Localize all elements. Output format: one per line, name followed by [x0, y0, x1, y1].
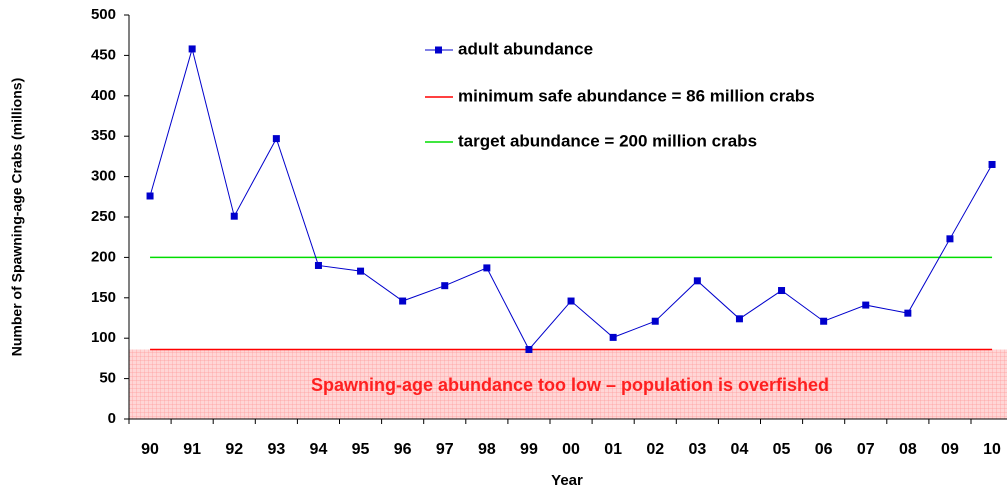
y-tick-label: 100	[91, 329, 116, 346]
data-point	[735, 315, 743, 323]
x-tick-label: 00	[562, 441, 580, 458]
y-tick-label: 350	[91, 127, 116, 144]
y-tick-label: 450	[91, 46, 116, 63]
legend-label: minimum safe abundance = 86 million crab…	[458, 86, 815, 105]
y-axis-label: Number of Spawning-age Crabs (millions)	[9, 78, 25, 356]
data-point	[441, 282, 449, 290]
x-tick-label: 93	[267, 441, 285, 458]
data-point	[525, 346, 533, 354]
data-point	[357, 267, 365, 275]
x-tick-label: 10	[983, 441, 1001, 458]
data-point	[946, 235, 954, 243]
annotation: Spawning-age abundance too low – populat…	[311, 375, 829, 395]
data-point	[230, 212, 238, 220]
x-tick-label: 07	[857, 441, 875, 458]
legend-marker	[435, 46, 442, 54]
data-point	[693, 277, 701, 285]
x-tick-label: 09	[941, 441, 959, 458]
y-tick-label: 0	[108, 410, 116, 427]
data-point	[820, 317, 828, 325]
x-axis-label: Year	[551, 472, 583, 489]
overfished-region	[129, 349, 1007, 419]
legend-label: adult abundance	[458, 39, 593, 58]
data-point	[862, 301, 870, 309]
data-point	[904, 309, 912, 317]
legend-label: target abundance = 200 million crabs	[458, 131, 757, 150]
x-tick-label: 08	[899, 441, 917, 458]
y-tick-label: 200	[91, 248, 116, 265]
x-tick-label: 90	[141, 441, 159, 458]
x-tick-label: 03	[688, 441, 706, 458]
data-point	[146, 192, 154, 200]
x-tick-label: 05	[773, 441, 791, 458]
data-point	[272, 135, 280, 143]
y-tick-label: 500	[91, 6, 116, 23]
x-tick-label: 04	[731, 441, 749, 458]
y-tick-label: 400	[91, 87, 116, 104]
x-tick-label: 99	[520, 441, 538, 458]
x-tick-label: 96	[394, 441, 412, 458]
data-point	[651, 317, 659, 325]
data-point	[609, 333, 617, 341]
x-tick-label: 02	[646, 441, 664, 458]
x-tick-label: 91	[183, 441, 201, 458]
x-tick-label: 06	[815, 441, 833, 458]
data-point	[314, 261, 322, 269]
data-point	[988, 160, 996, 168]
x-tick-label: 92	[225, 441, 243, 458]
x-tick-label: 95	[352, 441, 370, 458]
y-tick-label: 50	[99, 370, 116, 387]
data-point	[778, 287, 786, 295]
x-tick-label: 01	[604, 441, 622, 458]
data-point	[483, 264, 491, 272]
x-tick-label: 94	[310, 441, 328, 458]
y-tick-label: 300	[91, 168, 116, 185]
data-point	[567, 297, 575, 305]
y-tick-label: 150	[91, 289, 116, 306]
data-point	[188, 45, 196, 53]
x-tick-label: 98	[478, 441, 496, 458]
data-point	[399, 297, 407, 305]
x-tick-label: 97	[436, 441, 454, 458]
y-tick-label: 250	[91, 208, 116, 225]
